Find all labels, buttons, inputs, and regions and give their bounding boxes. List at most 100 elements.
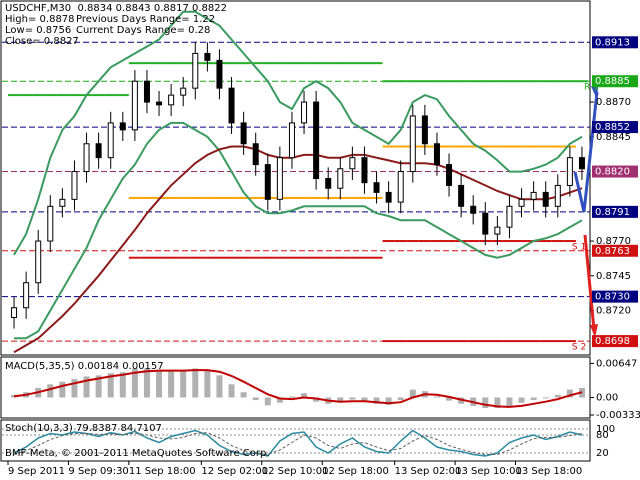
macd-bar	[494, 397, 501, 408]
candle-body	[518, 198, 525, 207]
macd-bar	[107, 373, 114, 398]
x-tick-label: 12 Sep 10:00	[262, 466, 329, 477]
x-tick-label: 12 Sep 02:00	[201, 466, 268, 477]
stoch-signal	[13, 432, 583, 456]
macd-bar	[301, 393, 308, 398]
macd-bar	[71, 379, 78, 398]
candle-body	[204, 52, 211, 61]
macd-bar	[240, 392, 247, 398]
candle-body	[506, 205, 513, 228]
indicator-line	[13, 10, 583, 256]
y-tick-label: 80	[596, 430, 609, 441]
macd-bar	[119, 372, 126, 398]
header-text: USDCHF,M30 0.8834 0.8843 0.8817 0.8822	[5, 3, 227, 14]
level-label: 0.8852	[595, 122, 630, 133]
candle-body	[385, 191, 392, 203]
macd-bar	[566, 389, 573, 398]
level-label: 0.8885	[595, 76, 630, 87]
y-tick-label: 0.8870	[596, 97, 631, 108]
candle-body	[373, 182, 380, 193]
level-box	[592, 205, 638, 218]
candle-body	[11, 307, 18, 318]
candle-body	[95, 143, 102, 159]
candle-body	[192, 52, 199, 89]
candle-body	[458, 184, 465, 207]
macd-bar	[361, 397, 368, 402]
macd-bar	[252, 397, 259, 401]
candle-body	[83, 143, 90, 173]
candle-body	[143, 80, 150, 103]
macd-bar	[83, 376, 90, 398]
y-tick-label: 20	[596, 448, 609, 459]
macd-signal	[13, 369, 583, 408]
candle-body	[252, 143, 259, 166]
candle-body	[433, 143, 440, 166]
macd-bar	[216, 375, 223, 398]
pivot-label: R 1	[584, 83, 599, 93]
stoch-main	[13, 429, 583, 457]
candle-body	[313, 101, 320, 179]
macd-bar	[433, 396, 440, 398]
level-label: 0.8791	[595, 207, 630, 218]
indicator-line	[13, 145, 583, 354]
macd-bar	[554, 394, 561, 398]
candle-body	[349, 157, 356, 170]
level-box	[592, 121, 638, 134]
y-tick-label: -0.00333	[596, 410, 640, 421]
macd-bar	[313, 397, 320, 402]
macd-bar	[264, 397, 271, 406]
x-tick-label: 9 Sep 2011	[8, 466, 65, 477]
macd-bar	[288, 396, 295, 398]
macd-bar	[228, 384, 235, 398]
macd-bar	[143, 368, 150, 398]
macd-bar	[47, 384, 54, 398]
candle-body	[554, 184, 561, 207]
candle-body	[240, 122, 247, 145]
header-text: Current Days Range= 0.28	[76, 25, 210, 36]
candle-body	[482, 212, 489, 235]
y-tick-label: 0.8745	[596, 271, 631, 282]
candle-body	[530, 191, 537, 200]
candle-body	[119, 122, 126, 131]
macd-bar	[409, 389, 416, 398]
macd-bar	[518, 397, 525, 403]
macd-bar	[204, 370, 211, 398]
y-tick-label: 0.8720	[596, 306, 631, 317]
candle-body	[59, 198, 66, 207]
header-text: High= 0.8878	[5, 14, 75, 25]
arrow-head	[590, 324, 598, 338]
macd-bar	[506, 397, 513, 406]
macd-bar	[168, 371, 175, 398]
candle-body	[288, 122, 295, 159]
candle-body	[542, 191, 549, 207]
candle-body	[71, 171, 78, 200]
candle-body	[264, 164, 271, 200]
macd-label: MACD(5,35,5) 0.00184 0.00157	[5, 361, 164, 372]
header-text: Low= 0.8756	[5, 25, 71, 36]
candle-body	[566, 157, 573, 186]
candle-body	[156, 101, 163, 106]
macd-bar	[95, 375, 102, 398]
level-box	[592, 335, 638, 348]
macd-bar	[180, 371, 187, 398]
y-tick-label: 100	[596, 424, 615, 435]
candle-body	[131, 80, 138, 131]
level-label: 0.8763	[595, 246, 630, 257]
macd-bar	[530, 397, 537, 401]
candle-body	[325, 178, 332, 189]
header-text: Previous Days Range= 1.22	[76, 14, 215, 25]
candle-body	[361, 157, 368, 184]
candle-body	[397, 171, 404, 203]
level-box	[592, 75, 638, 88]
candle-body	[276, 157, 283, 200]
candle-body	[301, 101, 308, 124]
candle-body	[578, 157, 585, 170]
candle-body	[47, 205, 54, 242]
x-tick-label: 13 Sep 18:00	[516, 466, 583, 477]
macd-bar	[397, 397, 404, 401]
level-label: 0.8730	[595, 292, 630, 303]
candle-body	[23, 282, 30, 309]
stoch-label: Stoch(10,3,3) 79.8387 84.7107	[5, 423, 162, 434]
level-label: 0.8820	[595, 167, 630, 178]
